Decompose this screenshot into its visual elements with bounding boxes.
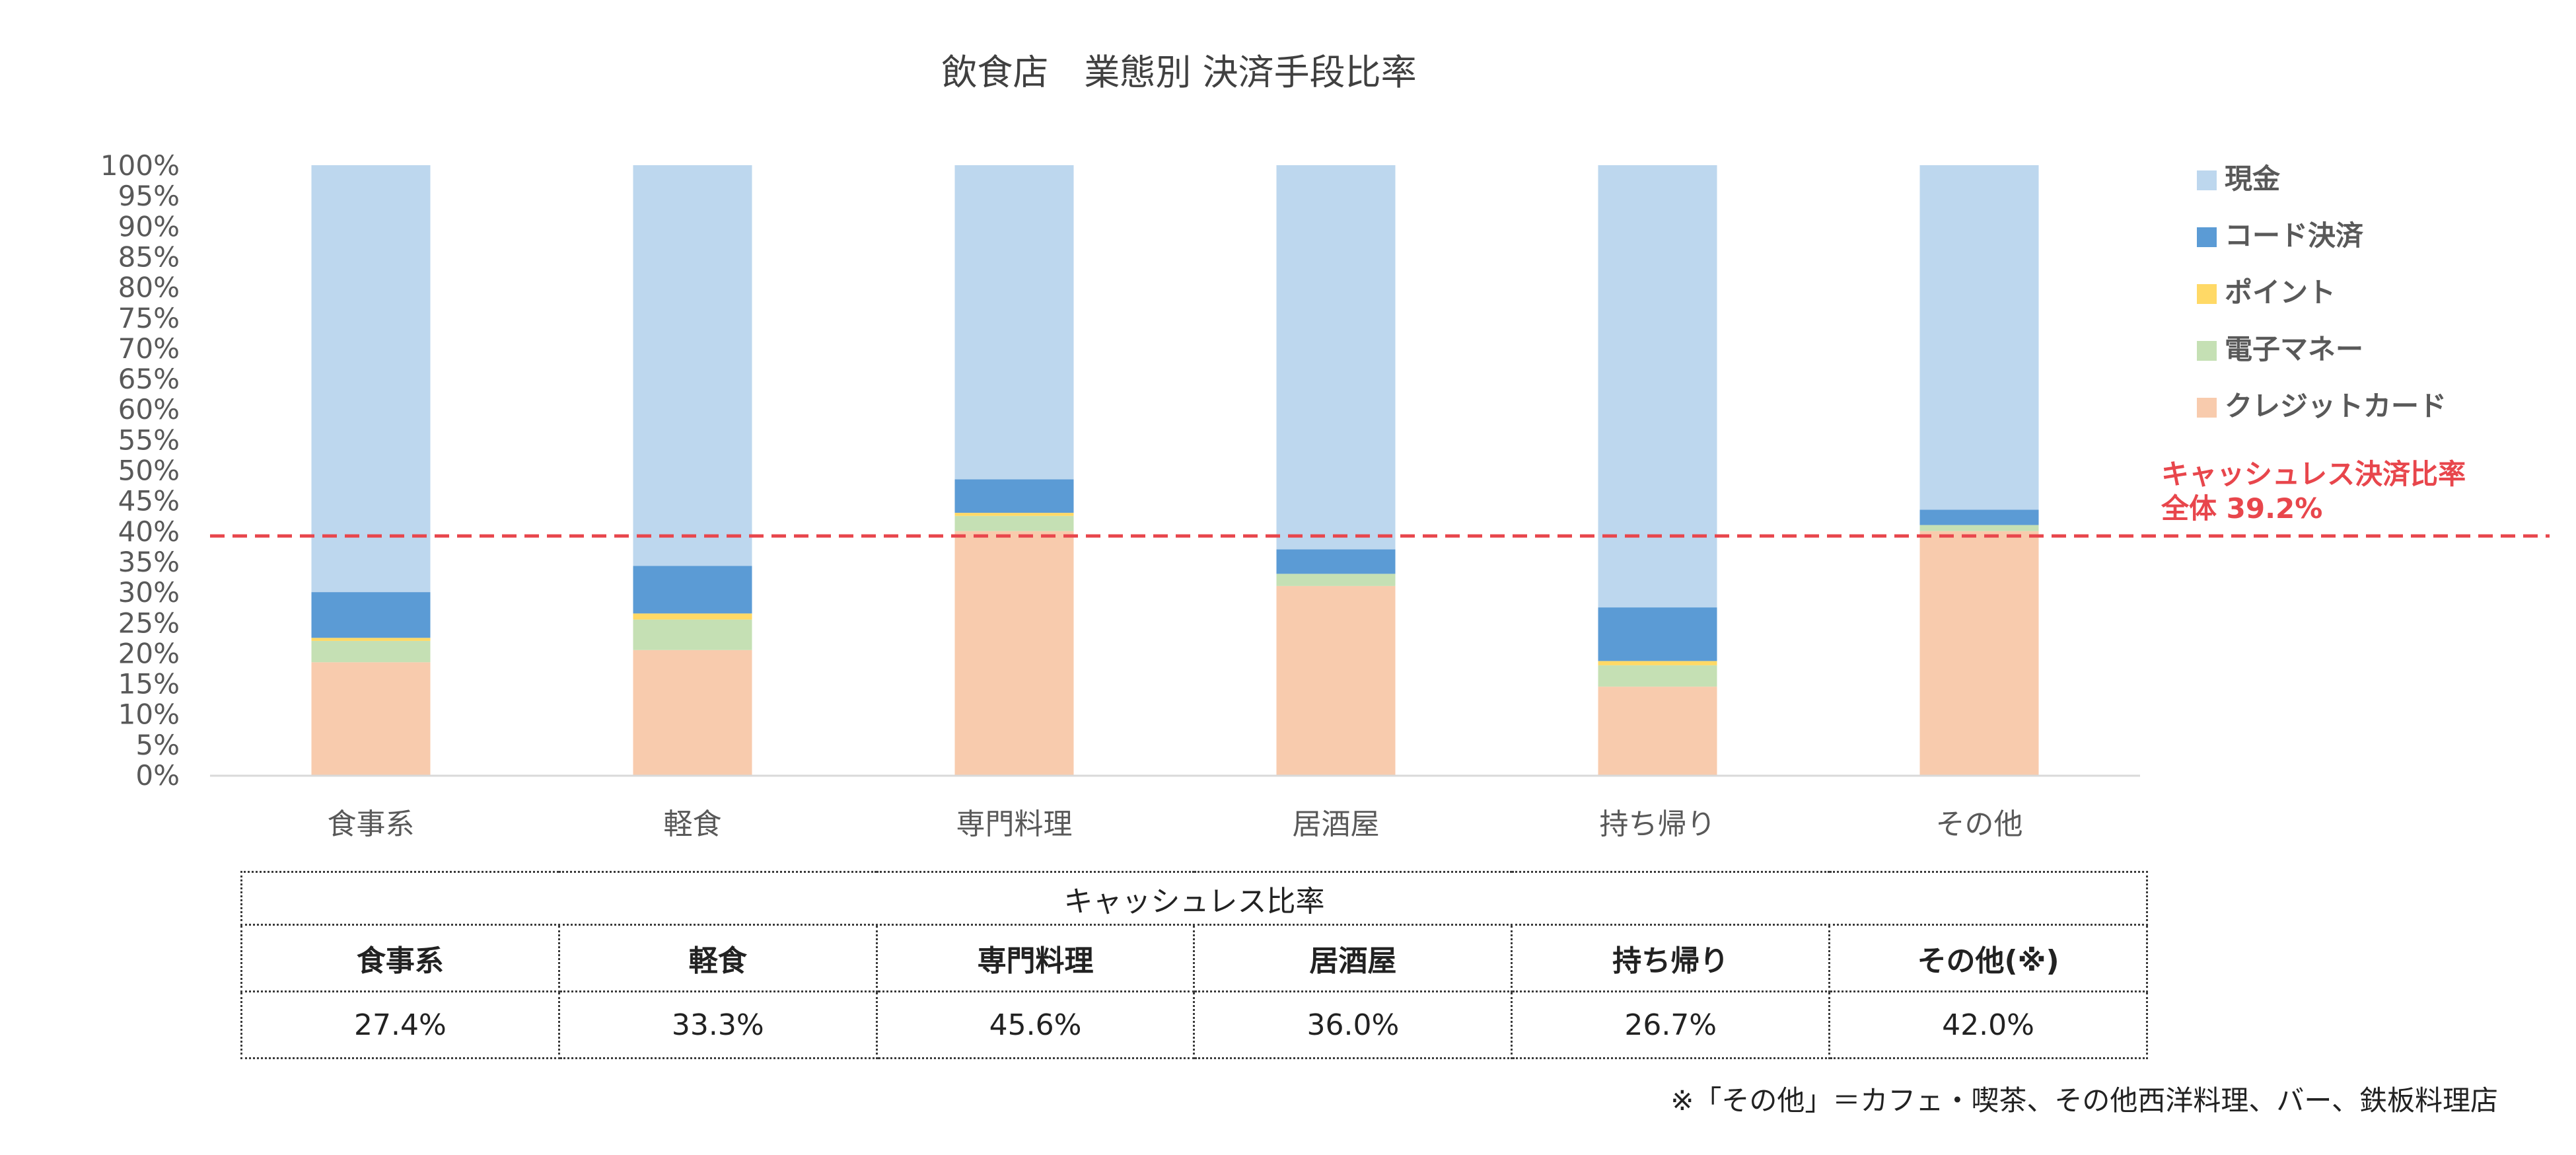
- bar-segment: [1277, 549, 1396, 574]
- reference-line-label: キャッシュレス決済比率: [2161, 458, 2466, 490]
- cashless-ratio-table: キャッシュレス比率 食事系 軽食 専門料理 居酒屋 持ち帰り その他(※) 27…: [240, 871, 2148, 1059]
- bar-segment: [1598, 665, 1717, 687]
- bar-segment: [1920, 531, 2039, 775]
- legend-label: ポイント: [2225, 276, 2336, 309]
- bar-segment: [1277, 586, 1396, 775]
- bar-segment: [1920, 525, 2039, 531]
- x-tick-label: 専門料理: [956, 807, 1073, 841]
- table-header-cell: 持ち帰り: [1512, 925, 1830, 992]
- bar-segment: [1598, 661, 1717, 665]
- y-tick-label: 25%: [118, 607, 180, 639]
- bar-segment: [312, 662, 431, 775]
- bar-segment: [633, 613, 752, 619]
- y-tick-label: 15%: [118, 668, 180, 700]
- table-header-cell: 居酒屋: [1194, 925, 1512, 992]
- bar-segment: [312, 638, 431, 641]
- bar-segment: [633, 620, 752, 650]
- bar-segment: [312, 641, 431, 662]
- bar-segment: [955, 531, 1074, 775]
- bar-segment: [633, 566, 752, 613]
- y-tick-label: 70%: [118, 332, 180, 365]
- footnote: ※「その他」＝カフェ・喫茶、その他西洋料理、バー、鉄板料理店: [1670, 1078, 2498, 1119]
- x-tick-label: 軽食: [664, 807, 722, 841]
- table-value-cell: 45.6%: [877, 992, 1194, 1059]
- table-header-cell: 専門料理: [877, 925, 1194, 992]
- y-tick-label: 60%: [118, 393, 180, 426]
- y-tick-label: 100%: [100, 149, 180, 182]
- legend-swatch: [2197, 170, 2217, 190]
- y-tick-label: 0%: [135, 759, 180, 792]
- y-tick-label: 40%: [118, 515, 180, 548]
- y-tick-label: 50%: [118, 455, 180, 487]
- y-tick-label: 35%: [118, 546, 180, 578]
- legend-swatch: [2197, 227, 2217, 247]
- y-tick-label: 5%: [135, 729, 180, 761]
- bar-segment: [312, 165, 431, 592]
- bar-segment: [1277, 574, 1396, 585]
- bar-segment: [312, 592, 431, 638]
- bar-segment: [1277, 165, 1396, 549]
- bar-segment: [1598, 607, 1717, 661]
- x-tick-label: 食事系: [328, 807, 415, 841]
- bar-segment: [633, 165, 752, 566]
- bar-segment: [633, 650, 752, 775]
- legend-swatch: [2197, 341, 2217, 361]
- y-tick-label: 95%: [118, 180, 180, 212]
- bar-segment: [955, 165, 1074, 479]
- table-header-cell: その他(※): [1830, 925, 2147, 992]
- y-tick-label: 90%: [118, 210, 180, 242]
- bar-segment: [1598, 687, 1717, 775]
- plot-area: 0%5%10%15%20%25%30%35%40%45%50%55%60%65%…: [100, 149, 2550, 841]
- table-value-cell: 42.0%: [1830, 992, 2147, 1059]
- legend-label: クレジットカード: [2225, 390, 2447, 422]
- bar-segment: [955, 516, 1074, 531]
- table-value-cell: 26.7%: [1512, 992, 1830, 1059]
- table-value-cell: 27.4%: [242, 992, 559, 1059]
- y-tick-label: 55%: [118, 424, 180, 456]
- table-caption: キャッシュレス比率: [242, 872, 2147, 925]
- bar-segment: [1920, 509, 2039, 525]
- table-value-cell: 36.0%: [1194, 992, 1512, 1059]
- y-tick-label: 20%: [118, 637, 180, 669]
- table-header-cell: 食事系: [242, 925, 559, 992]
- legend-label: 現金: [2225, 163, 2281, 195]
- table-value-cell: 33.3%: [559, 992, 877, 1059]
- y-tick-label: 85%: [118, 241, 180, 273]
- bar-segment: [955, 479, 1074, 513]
- x-tick-label: その他: [1936, 807, 2023, 841]
- bar-segment: [1598, 165, 1717, 607]
- y-tick-label: 80%: [118, 272, 180, 304]
- chart-title: 飲食店 業態別 決済手段比率: [941, 52, 1416, 93]
- legend-swatch: [2197, 398, 2217, 418]
- bar-segment: [1920, 165, 2039, 509]
- bar-segment: [955, 513, 1074, 516]
- x-tick-label: 持ち帰り: [1600, 807, 1716, 841]
- table-header-cell: 軽食: [559, 925, 877, 992]
- x-tick-label: 居酒屋: [1293, 807, 1380, 841]
- y-tick-label: 65%: [118, 363, 180, 395]
- y-tick-label: 45%: [118, 485, 180, 517]
- stacked-bar-chart: 飲食店 業態別 決済手段比率 0%5%10%15%20%25%30%35%40%…: [0, 0, 2576, 866]
- legend-label: コード決済: [2225, 219, 2364, 252]
- y-tick-label: 10%: [118, 698, 180, 731]
- legend-label: 電子マネー: [2225, 333, 2363, 365]
- y-tick-label: 30%: [118, 576, 180, 609]
- legend-swatch: [2197, 284, 2217, 304]
- reference-line-value-label: 全体 39.2%: [2161, 492, 2322, 525]
- y-tick-label: 75%: [118, 302, 180, 334]
